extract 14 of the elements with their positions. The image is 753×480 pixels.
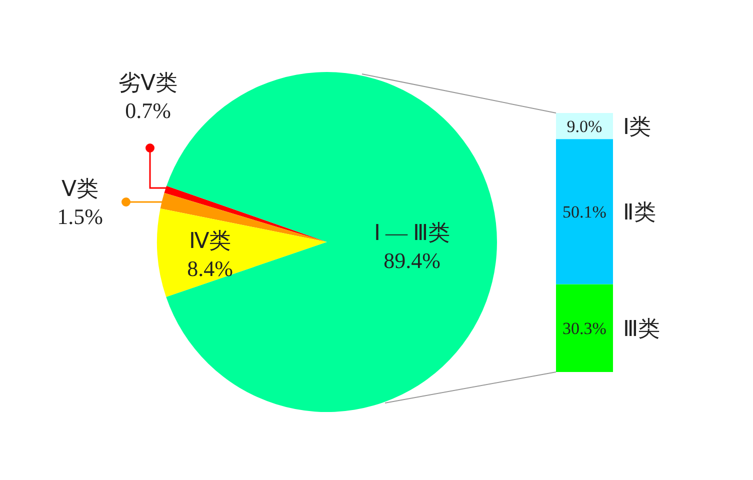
data-label: 30.3%	[562, 319, 606, 338]
series-label: Ⅱ类	[623, 200, 656, 225]
legend-label: Ⅴ类	[62, 176, 98, 201]
data-label: 89.4%	[384, 248, 440, 273]
data-label: 1.5%	[57, 204, 103, 229]
data-label: 8.4%	[187, 256, 233, 281]
slice-label: 劣Ⅴ类	[118, 70, 178, 95]
data-label: 9.0%	[566, 117, 602, 136]
slice-label: Ⅰ — Ⅲ类	[374, 220, 450, 245]
series-label: Ⅲ类	[623, 316, 660, 342]
data-label: 0.7%	[125, 98, 171, 123]
slice-label: Ⅳ类	[189, 228, 231, 253]
data-label: 50.1%	[562, 202, 606, 222]
series-label: Ⅰ类	[623, 114, 651, 140]
